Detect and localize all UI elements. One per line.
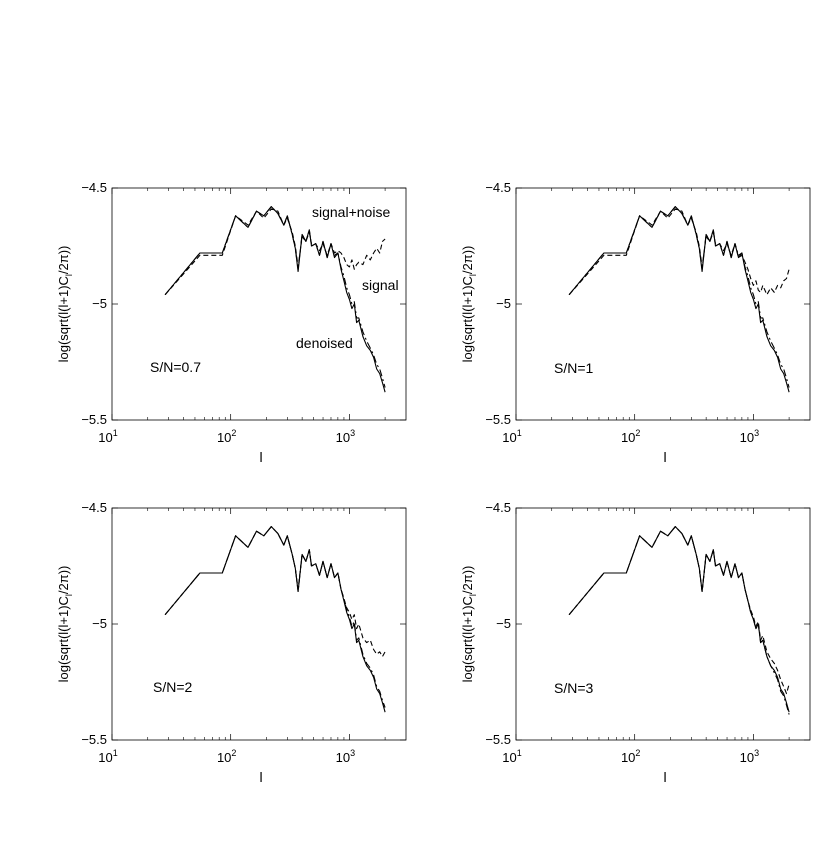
- x-axis-label: l: [259, 769, 262, 785]
- x-axis-label: l: [663, 449, 666, 465]
- y-tick-label: −5: [92, 296, 107, 311]
- sn-annotation: S/N=1: [554, 360, 594, 376]
- chart-panel-bottom-left: 101 102 103 −5.5 −5 −4.5 l log(sqrt(l(l+1)Cl/2π…: [56, 500, 407, 785]
- series-line-signal: [164, 526, 386, 713]
- x-axis-label: l: [663, 769, 666, 785]
- y-tick-label: −5.5: [485, 732, 511, 747]
- y-tick-label: −4.5: [81, 500, 107, 515]
- curve-label: signal: [362, 277, 399, 293]
- sn-annotation: S/N=2: [153, 679, 193, 695]
- axes-frame: [515, 187, 811, 421]
- series-line-denoised: [164, 526, 386, 708]
- chart-panel-bottom-right: 101 102 103 −5.5 −5 −4.5 l log(sqrt(l(l+1)Cl/2π…: [460, 500, 811, 785]
- y-tick-label: −5: [496, 296, 511, 311]
- curve-label: signal+noise: [312, 204, 390, 220]
- x-tick-label: 101: [98, 428, 117, 445]
- sn-annotation: S/N=3: [554, 680, 594, 696]
- series-line-denoised: [568, 526, 790, 715]
- chart-panel-top-right: 101 102 103 −5.5 −5 −4.5 l log(sqrt(l(l+1)Cl/2π…: [460, 180, 811, 465]
- y-tick-label: −5: [496, 616, 511, 631]
- x-tick-label: 103: [336, 748, 355, 765]
- y-tick-label: −5: [92, 616, 107, 631]
- series-line-denoised: [164, 206, 386, 388]
- series-line-signal-noise: [164, 208, 386, 296]
- x-axis-label: l: [259, 449, 262, 465]
- x-tick-label: 101: [98, 748, 117, 765]
- y-tick-label: −5.5: [81, 732, 107, 747]
- x-tick-label: 103: [336, 428, 355, 445]
- y-tick-label: −4.5: [485, 180, 511, 195]
- series-line-signal: [568, 206, 790, 393]
- series-line-denoised: [568, 206, 790, 388]
- x-tick-label: 102: [621, 428, 640, 445]
- x-tick-label: 102: [217, 748, 236, 765]
- x-tick-label: 102: [621, 748, 640, 765]
- curve-label: denoised: [296, 335, 353, 351]
- x-tick-label: 103: [740, 428, 759, 445]
- axes-frame: [515, 507, 811, 741]
- x-tick-label: 101: [502, 748, 521, 765]
- series-line-signal-noise: [164, 526, 386, 658]
- y-axis-label: log(sqrt(l(l+1)Cl/2π)): [460, 566, 478, 683]
- axes-frame: [111, 187, 407, 421]
- series-line-signal: [568, 526, 790, 713]
- axes-frame: [111, 507, 407, 741]
- x-tick-label: 101: [502, 428, 521, 445]
- series-line-signal-noise: [568, 208, 790, 296]
- series-line-signal-noise: [568, 526, 790, 695]
- y-tick-label: −4.5: [485, 500, 511, 515]
- y-axis-label: log(sqrt(l(l+1)Cl/2π)): [460, 246, 478, 363]
- y-axis-label: log(sqrt(l(l+1)Cl/2π)): [56, 246, 74, 363]
- chart-panel-top-left: 101 102 103 −5.5 −5 −4.5 l log(sqrt(l(l+1)Cl/2π…: [56, 180, 407, 465]
- y-tick-label: −5.5: [485, 412, 511, 427]
- y-tick-label: −4.5: [81, 180, 107, 195]
- sn-annotation: S/N=0.7: [150, 359, 201, 375]
- y-tick-label: −5.5: [81, 412, 107, 427]
- x-tick-label: 103: [740, 748, 759, 765]
- x-tick-label: 102: [217, 428, 236, 445]
- y-axis-label: log(sqrt(l(l+1)Cl/2π)): [56, 566, 74, 683]
